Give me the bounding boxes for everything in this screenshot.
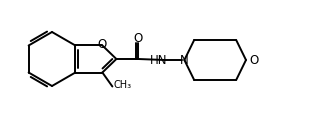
Text: O: O: [249, 54, 258, 67]
Text: O: O: [98, 38, 107, 51]
Text: O: O: [134, 32, 143, 46]
Text: N: N: [180, 54, 189, 67]
Text: HN: HN: [150, 54, 167, 67]
Text: CH₃: CH₃: [113, 80, 132, 89]
